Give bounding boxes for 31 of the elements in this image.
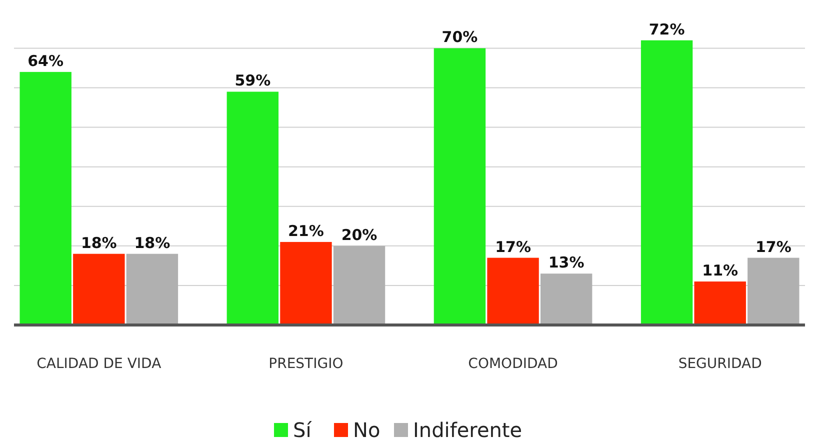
data-label: 17% bbox=[495, 238, 531, 256]
data-label: 13% bbox=[548, 254, 584, 272]
data-label: 20% bbox=[341, 226, 378, 244]
data-label: 64% bbox=[28, 52, 64, 70]
bar bbox=[226, 92, 279, 325]
bar bbox=[20, 72, 72, 325]
x-tick-label: COMODIDAD bbox=[468, 356, 558, 372]
data-label: 72% bbox=[648, 20, 685, 38]
x-tick-label: SEGURIDAD bbox=[678, 356, 762, 372]
bar bbox=[73, 254, 125, 325]
bar bbox=[434, 48, 486, 325]
bar bbox=[126, 254, 178, 325]
data-label: 59% bbox=[234, 72, 271, 90]
legend-label: No bbox=[353, 418, 380, 442]
data-label: 70% bbox=[442, 28, 478, 46]
bar bbox=[540, 274, 592, 325]
bar bbox=[640, 40, 693, 325]
legend-label: Indiferente bbox=[413, 418, 522, 442]
bar bbox=[748, 258, 800, 325]
x-tick-label: CALIDAD DE VIDA bbox=[36, 356, 162, 372]
data-label: 21% bbox=[288, 222, 324, 240]
bar bbox=[280, 242, 332, 325]
bar bbox=[487, 258, 539, 325]
x-tick-label: PRESTIGIO bbox=[268, 356, 344, 372]
data-label: 11% bbox=[702, 262, 738, 280]
data-label: 18% bbox=[134, 234, 170, 252]
data-label: 17% bbox=[755, 238, 792, 256]
bar bbox=[333, 246, 386, 325]
legend-label: Sí bbox=[293, 418, 313, 442]
bar bbox=[694, 282, 746, 325]
data-label: 18% bbox=[80, 234, 117, 252]
